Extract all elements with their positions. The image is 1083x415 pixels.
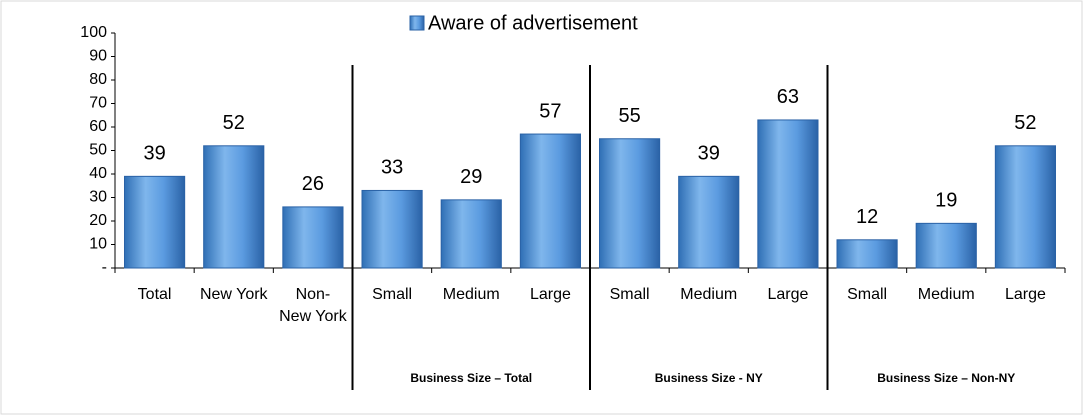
x-tick-label: Small [372,286,412,303]
value-label: 39 [698,143,720,165]
bar [836,239,898,269]
y-tick-label: 80 [89,71,107,88]
bar [124,175,186,269]
x-tick-label: Small [610,286,650,303]
value-label: 26 [302,173,324,195]
value-label: 33 [381,157,403,179]
y-tick-label: 20 [89,212,107,229]
value-label: 39 [143,143,165,165]
bar [915,222,977,269]
bar [678,175,740,269]
bar [994,145,1056,269]
x-tick-label: Total [138,286,172,303]
x-tick-label: Small [847,286,887,303]
value-label: 63 [777,86,799,108]
bar [519,133,581,269]
legend-label: Aware of advertisement [428,12,638,34]
bar [361,189,423,269]
value-label: 55 [618,105,640,127]
y-tick-label: 30 [89,189,107,206]
group-label: Business Size – Total [410,371,532,385]
x-tick-label: Medium [918,286,975,303]
y-tick-label: 60 [89,118,107,135]
y-tick-label: 70 [89,95,107,112]
bar [203,145,265,269]
x-tick-label: Large [1005,286,1046,303]
x-tick-label: Non-New York [279,286,348,325]
bar [757,119,819,269]
y-tick-label: 90 [89,48,107,65]
bar [440,199,502,269]
y-tick-label: 50 [89,142,107,159]
x-tick-label: Medium [680,286,737,303]
y-tick-label: - [102,259,107,276]
value-label: 52 [1014,112,1036,134]
value-label: 52 [223,112,245,134]
value-label: 57 [539,100,561,122]
legend-marker [409,15,425,31]
y-tick-label: 40 [89,165,107,182]
value-label: 29 [460,166,482,188]
value-label: 12 [856,206,878,228]
x-tick-label: Large [530,286,571,303]
x-tick-label: Large [767,286,808,303]
bar [599,138,661,269]
y-tick-label: 100 [80,24,107,41]
y-tick-label: 10 [89,236,107,253]
x-tick-label: New York [200,286,269,303]
x-tick-label: Medium [443,286,500,303]
value-label: 19 [935,190,957,212]
bar [282,206,344,269]
group-label: Business Size – Non-NY [877,371,1015,385]
group-label: Business Size - NY [655,371,763,385]
